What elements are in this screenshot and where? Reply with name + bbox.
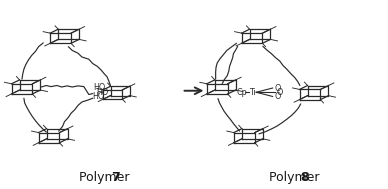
Text: O: O [277, 88, 283, 97]
Text: Polymer: Polymer [79, 171, 134, 184]
Text: O: O [275, 84, 281, 93]
Text: Polymer: Polymer [268, 171, 323, 184]
Text: HO: HO [97, 88, 109, 97]
Text: Ti: Ti [249, 88, 256, 97]
Text: 7: 7 [111, 171, 120, 184]
Text: 8: 8 [300, 171, 309, 184]
Text: O: O [275, 92, 281, 101]
Text: HO: HO [93, 92, 105, 101]
Text: HO: HO [94, 83, 106, 92]
Text: Cp: Cp [237, 88, 247, 97]
